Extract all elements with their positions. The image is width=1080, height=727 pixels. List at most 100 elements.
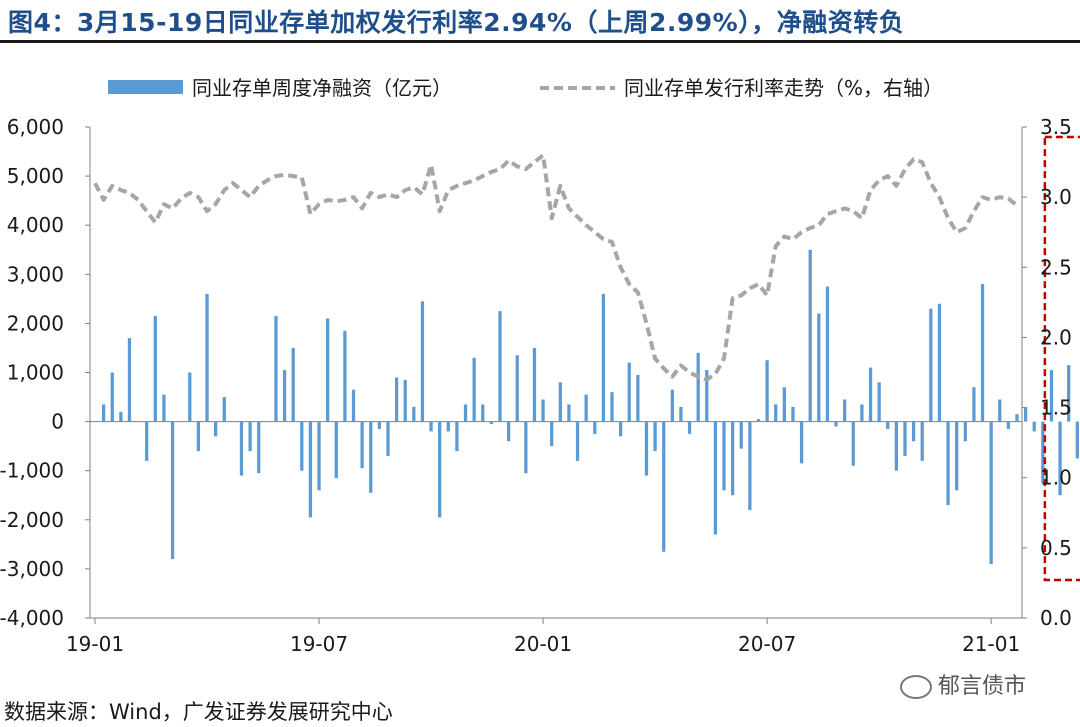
bar [334, 421, 338, 479]
bar [498, 311, 502, 422]
bar [696, 352, 700, 422]
bar [731, 421, 735, 496]
bar [524, 421, 528, 474]
bar [653, 421, 657, 452]
right-tick-label: 2.5 [1040, 255, 1072, 279]
watermark: 郁言债市 [900, 668, 1026, 700]
left-tick-label: 5,000 [7, 164, 64, 188]
bar [834, 421, 838, 427]
bar [326, 318, 330, 422]
x-tick-label: 21-01 [962, 632, 1020, 656]
bar [205, 293, 209, 422]
bar [1075, 421, 1079, 459]
bar [360, 421, 364, 469]
bar [937, 303, 942, 422]
bar [636, 374, 640, 422]
left-tick-label: -4,000 [0, 606, 64, 630]
bar [162, 394, 166, 422]
bar [145, 421, 149, 461]
bar [765, 360, 769, 422]
bar [403, 379, 407, 422]
highlight-box [1043, 135, 1080, 582]
bar [739, 421, 743, 449]
legend-line-label: 同业存单发行利率走势（%，右轴） [624, 76, 943, 100]
bar [394, 377, 399, 422]
bar [946, 421, 950, 506]
watermark-text: 郁言债市 [938, 674, 1027, 699]
right-tick-label: 0.0 [1040, 606, 1072, 630]
right-tick-label: 3.0 [1040, 185, 1072, 209]
bar [843, 399, 847, 422]
bar [558, 382, 562, 422]
bar [567, 404, 571, 422]
bar [300, 421, 304, 471]
left-tick-label: 0 [51, 410, 64, 434]
bar [489, 421, 494, 425]
bar [438, 421, 442, 518]
right-tick-label: 2.0 [1040, 325, 1072, 349]
left-tick-label: 4,000 [7, 213, 64, 237]
bar [722, 421, 726, 491]
x-tick-label: 20-07 [738, 632, 796, 656]
bar [644, 421, 649, 476]
right-tick-label: 0.5 [1040, 536, 1072, 560]
bar [282, 370, 287, 422]
bar [774, 404, 778, 422]
bar [782, 387, 786, 422]
bar [196, 421, 201, 452]
bar [188, 372, 192, 422]
bar [343, 330, 347, 422]
legend: 同业存单周度净融资（亿元） 同业存单发行利率走势（%，右轴） [108, 76, 943, 100]
x-tick-label: 19-07 [290, 632, 348, 656]
bar [911, 421, 916, 442]
bar [248, 421, 252, 452]
bar [463, 404, 468, 422]
bar [593, 421, 597, 434]
tick-labels: -4,000 -3,000 -2,000 -1,000 0 1,000 2,000 3,000… [0, 115, 1072, 656]
left-tick-label: 2,000 [7, 311, 64, 335]
bar [670, 389, 674, 422]
bar [429, 421, 433, 432]
bar [989, 421, 993, 564]
bar [756, 419, 761, 422]
bar [851, 421, 855, 466]
bar [1067, 365, 1071, 422]
bar [679, 406, 683, 422]
left-tick-label: -2,000 [0, 508, 64, 532]
bar [877, 382, 881, 422]
line-series [93, 153, 1019, 382]
bar [213, 421, 218, 437]
bar [799, 421, 804, 464]
bar [119, 411, 123, 422]
bar [369, 421, 373, 493]
right-tick-label: 3.5 [1040, 115, 1072, 139]
title-bar: 图4：3月15-19日同业存单加权发行利率2.94%（上周2.99%），净融资转… [0, 0, 1080, 43]
wechat-icon [900, 675, 932, 699]
source-note: 数据来源：Wind，广发证券发展研究中心 [4, 700, 393, 724]
bar [541, 399, 545, 422]
bar [532, 347, 537, 422]
bar [868, 367, 873, 422]
bar [455, 421, 459, 452]
legend-bar-swatch [108, 80, 183, 94]
bar [618, 421, 623, 437]
bar [1015, 414, 1019, 422]
bar [705, 370, 709, 422]
rate-line [93, 153, 1019, 382]
right-tick-label: 1.0 [1040, 466, 1072, 490]
bar [601, 293, 606, 422]
bar [1041, 421, 1045, 483]
bar [980, 284, 985, 422]
bar [894, 421, 899, 471]
bar [420, 301, 425, 422]
bar [929, 308, 933, 422]
bar [170, 421, 175, 560]
bar [791, 406, 795, 422]
bar [817, 313, 821, 422]
bar [825, 286, 830, 422]
bar [239, 421, 244, 476]
bar [472, 357, 476, 422]
bar [860, 404, 864, 422]
bar [1032, 421, 1036, 432]
bar [963, 421, 967, 442]
